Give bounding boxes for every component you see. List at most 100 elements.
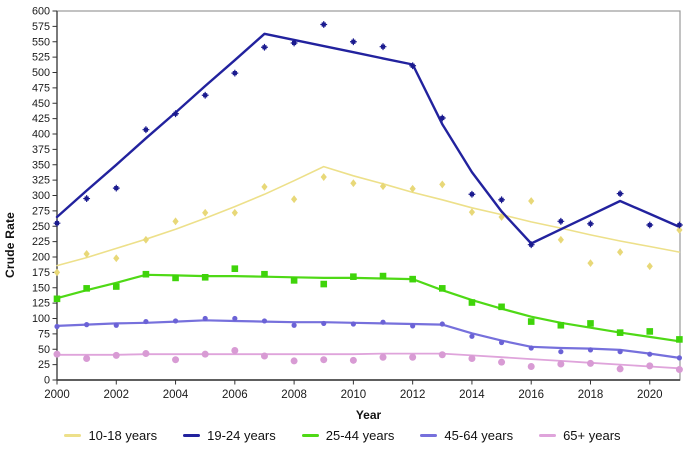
marker-diamond — [557, 235, 564, 244]
marker-square — [616, 329, 624, 336]
x-tick-label: 2014 — [459, 389, 485, 401]
y-tick-label: 325 — [32, 175, 50, 187]
x-tick-label: 2020 — [637, 389, 663, 401]
x-axis-title: Year — [355, 408, 382, 422]
marker-cross-arms — [320, 21, 328, 28]
trend-line-19-24-years — [55, 32, 681, 245]
marker-circle — [616, 365, 624, 373]
marker-square — [83, 285, 90, 292]
marker-circle — [260, 352, 268, 360]
marker-square — [350, 273, 357, 280]
y-tick-label: 25 — [38, 359, 50, 371]
x-tick-label: 2000 — [44, 389, 70, 401]
marker-circle-small — [261, 318, 268, 324]
legend-swatch — [420, 433, 438, 438]
marker-cross-arms — [646, 221, 654, 229]
marker-circle — [409, 353, 417, 361]
marker-square — [290, 277, 298, 284]
marker-diamond — [439, 180, 446, 189]
marker-circle — [201, 350, 209, 358]
marker-diamond — [587, 259, 594, 268]
y-tick-label: 225 — [32, 236, 50, 248]
marker-circle — [172, 356, 180, 364]
legend-item-10-18-years: 10-18 years — [64, 428, 157, 443]
y-tick-label: 125 — [32, 298, 50, 310]
legend-swatch — [539, 433, 557, 438]
y-tick-label: 300 — [32, 190, 50, 202]
marker-square — [201, 273, 209, 281]
x-tick-label: 2002 — [103, 389, 129, 401]
x-tick-label: 2016 — [518, 389, 544, 401]
trend-line-45-64-years — [55, 319, 681, 359]
legend: 10-18 years 19-24 years 25-44 years 45-64 y… — [0, 428, 685, 443]
marker-diamond — [202, 208, 209, 217]
marker-square — [172, 274, 179, 282]
marker-diamond — [379, 182, 387, 191]
marker-square — [557, 321, 565, 329]
y-tick-label: 0 — [44, 375, 50, 387]
marker-diamond — [468, 208, 476, 217]
marker-cross-arms — [53, 219, 61, 227]
marker-circle-small — [350, 321, 356, 327]
y-tick-label: 175 — [32, 267, 50, 279]
marker-circle-small — [587, 347, 594, 353]
marker-square — [112, 283, 120, 290]
marker-circle-small — [676, 355, 683, 361]
legend-swatch — [64, 433, 82, 438]
y-tick-label: 600 — [32, 6, 50, 18]
y-tick-label: 75 — [38, 328, 50, 340]
marker-cross-arms — [379, 43, 387, 51]
marker-circle-small — [54, 323, 60, 330]
marker-diamond — [231, 208, 238, 217]
marker-circle — [142, 350, 150, 358]
y-tick-label: 375 — [32, 144, 50, 156]
y-tick-label: 475 — [32, 82, 50, 94]
marker-cross-arms — [201, 91, 209, 99]
legend-label: 45-64 years — [444, 428, 514, 443]
marker-circle — [53, 350, 61, 358]
y-tick-label: 500 — [32, 67, 50, 79]
marker-diamond — [409, 184, 416, 193]
marker-diamond — [291, 195, 298, 204]
marker-circle — [349, 356, 357, 364]
y-tick-label: 400 — [32, 129, 50, 141]
y-tick-label: 350 — [32, 159, 50, 171]
legend-item-19-24-years: 19-24 years — [183, 428, 276, 443]
marker-cross-arms — [290, 39, 298, 47]
marker-circle — [646, 362, 654, 370]
legend-swatch — [183, 433, 201, 438]
marker-circle-small — [439, 321, 445, 327]
y-tick-label: 150 — [32, 282, 50, 294]
marker-cross-arms — [616, 190, 624, 198]
x-tick-label: 2018 — [578, 389, 604, 401]
marker-circle — [112, 351, 120, 359]
trend-line-65-years — [56, 352, 681, 370]
marker-circle-small — [617, 349, 623, 355]
plot-border — [56, 10, 681, 381]
marker-diamond — [676, 226, 683, 234]
marker-circle — [468, 354, 476, 362]
marker-square — [53, 295, 61, 303]
marker-cross-arms — [587, 220, 594, 228]
marker-square — [527, 318, 535, 325]
marker-diamond — [528, 197, 535, 205]
marker-cross-arms — [676, 221, 683, 229]
legend-swatch — [301, 433, 319, 438]
y-tick-label: 275 — [32, 205, 50, 217]
marker-diamond — [498, 213, 505, 221]
marker-square — [379, 272, 387, 280]
legend-item-65-years: 65+ years — [539, 428, 621, 443]
marker-square — [231, 265, 239, 272]
marker-circle-small — [321, 320, 327, 327]
marker-cross-arms — [438, 114, 446, 122]
marker-circle — [320, 356, 328, 364]
marker-cross-arms — [557, 217, 565, 225]
trend-line-10-18-years — [56, 165, 681, 267]
marker-circle — [586, 359, 594, 367]
marker-circle-small — [498, 339, 505, 346]
y-tick-label: 575 — [32, 21, 50, 33]
marker-circle-small — [143, 318, 149, 325]
y-tick-label: 250 — [32, 221, 50, 233]
y-tick-label: 550 — [32, 36, 50, 48]
marker-cross-arms — [142, 126, 150, 134]
